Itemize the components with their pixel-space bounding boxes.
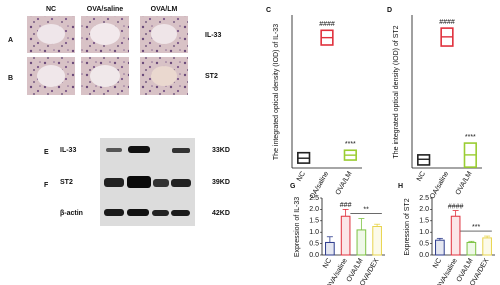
significance: ### — [340, 202, 352, 209]
comparison-label: *** — [472, 224, 480, 231]
y-axis-label: The integrated optical density (IOD) of … — [273, 23, 280, 160]
comparison-label: ** — [363, 206, 369, 213]
histology-images — [27, 16, 188, 95]
bar — [356, 229, 367, 256]
column-label: OVA/saline — [87, 6, 124, 13]
column-label: NC — [46, 6, 56, 13]
bar — [340, 215, 351, 256]
panel-label: F — [44, 182, 49, 189]
bar — [482, 237, 492, 256]
blot-label: IL-33 — [60, 147, 76, 154]
bar — [325, 241, 335, 256]
x-tick-label: NC — [322, 257, 333, 269]
significance: **** — [465, 134, 476, 141]
significance: #### — [319, 21, 335, 28]
panel-label: D — [387, 7, 392, 14]
panel-label: C — [266, 7, 271, 14]
y-tick-label: 0.5 — [419, 240, 429, 247]
y-axis-label: Expression of IL-33 — [294, 196, 301, 257]
panel-label: H — [398, 183, 403, 190]
row-label: ST2 — [205, 73, 218, 80]
panel-label: G — [290, 183, 296, 190]
significance: #### — [448, 203, 464, 210]
x-tick-label: NC — [416, 170, 427, 182]
western-blot — [100, 138, 195, 226]
blot-label: β-actin — [60, 210, 83, 217]
bar — [435, 239, 445, 256]
y-tick-label: 2.0 — [419, 206, 429, 213]
panel-label: A — [8, 37, 13, 44]
panel-label: E — [44, 149, 49, 156]
blot-size: 33KD — [212, 147, 230, 154]
y-tick-label: 1.5 — [419, 218, 429, 225]
y-tick-label: 1.0 — [419, 229, 429, 236]
x-tick-label: OA/saline — [429, 170, 450, 200]
y-tick-label: 1.5 — [309, 218, 319, 225]
y-axis-label: Expression of ST2 — [404, 197, 411, 256]
y-tick-label: 2.5 — [309, 195, 319, 202]
bar — [466, 241, 477, 256]
blot-size: 42KD — [212, 210, 230, 217]
blot-size: 39KD — [212, 179, 230, 186]
y-axis-label: The integrated optical density (IOD) of … — [393, 24, 400, 159]
row-label: IL-33 — [205, 32, 221, 39]
x-tick-label: OVA/LM — [455, 170, 474, 196]
y-tick-label: 2.0 — [309, 206, 319, 213]
bar — [450, 215, 461, 256]
y-tick-label: 1.0 — [309, 229, 319, 236]
y-tick-label: 0.5 — [309, 240, 319, 247]
y-tick-label: 2.5 — [419, 195, 429, 202]
y-tick-label: 0.0 — [419, 252, 429, 259]
column-label: OVA/LM — [151, 6, 178, 13]
blot-label: ST2 — [60, 179, 73, 186]
panel-label: B — [8, 75, 13, 82]
x-tick-label: NC — [296, 170, 307, 182]
significance: **** — [345, 141, 356, 148]
significance: #### — [439, 19, 455, 26]
x-tick-label: OVA/LM — [335, 170, 354, 196]
x-tick-label: NC — [432, 257, 443, 269]
bar — [372, 226, 382, 256]
y-tick-label: 0.0 — [309, 252, 319, 259]
